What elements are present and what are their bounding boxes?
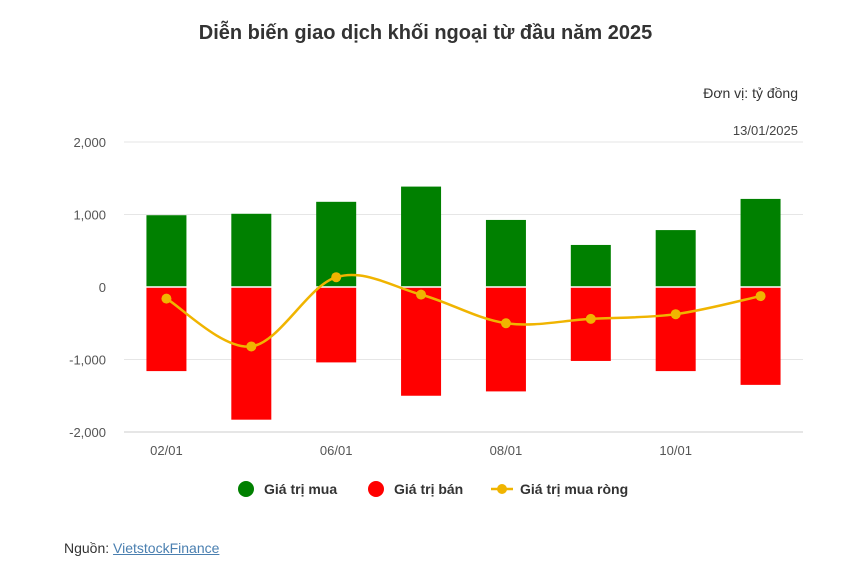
bar-sell	[740, 287, 781, 385]
net-line	[161, 272, 766, 352]
source-note: Nguồn: VietstockFinance	[64, 540, 219, 556]
x-tick-label: 10/01	[659, 443, 692, 458]
bar-buy	[146, 215, 187, 287]
legend-item[interactable]: Giá trị mua	[238, 481, 337, 497]
net-point	[500, 318, 511, 329]
y-tick-label: 0	[99, 280, 106, 295]
legend-marker	[497, 484, 507, 494]
bar-buy	[231, 213, 272, 287]
bar-sell	[231, 287, 272, 420]
legend-label: Giá trị mua ròng	[520, 481, 628, 497]
y-tick-label: -1,000	[69, 353, 106, 368]
legend-label: Giá trị mua	[264, 481, 337, 497]
bars	[124, 186, 803, 420]
legend-marker	[238, 481, 254, 497]
net-point	[416, 289, 427, 300]
chart-title: Diễn biến giao dịch khối ngoại từ đầu nă…	[198, 22, 653, 44]
legend: Giá trị mua Giá trị bán Giá trị mua ròng	[238, 481, 628, 497]
y-tick-label: -2,000	[69, 425, 106, 440]
bar-buy	[485, 219, 526, 287]
net-point	[331, 272, 342, 283]
source-label: Nguồn:	[64, 540, 110, 556]
date-label: 13/01/2025	[732, 123, 798, 138]
bar-sell	[401, 287, 442, 396]
legend-marker	[368, 481, 384, 497]
bar-buy	[401, 186, 442, 287]
source-link[interactable]: VietstockFinance	[113, 540, 220, 556]
bar-sell	[570, 287, 611, 361]
x-tick-label: 02/01	[150, 443, 183, 458]
net-point	[246, 341, 257, 352]
net-point	[670, 309, 681, 320]
y-tick-label: 1,000	[73, 208, 106, 223]
legend-label: Giá trị bán	[394, 481, 463, 497]
x-tick-label: 08/01	[490, 443, 523, 458]
unit-label: Đơn vị: tỷ đồng	[703, 85, 798, 101]
net-point	[755, 291, 766, 302]
net-point	[585, 313, 596, 324]
net-point	[161, 293, 172, 304]
bar-sell	[485, 287, 526, 392]
x-tick-label: 06/01	[320, 443, 353, 458]
bar-sell	[316, 287, 357, 363]
bar-buy	[655, 230, 696, 287]
bar-buy	[570, 244, 611, 287]
y-axis-ticks: -2,000 -1,000 0 1,000 2,000	[69, 135, 106, 440]
y-tick-label: 2,000	[73, 135, 106, 150]
legend-item[interactable]: Giá trị mua ròng	[491, 481, 628, 497]
legend-item[interactable]: Giá trị bán	[368, 481, 463, 497]
x-axis-ticks: 02/01 06/01 08/01 10/01	[150, 443, 692, 458]
bar-buy	[740, 198, 781, 287]
bar-sell	[655, 287, 696, 372]
